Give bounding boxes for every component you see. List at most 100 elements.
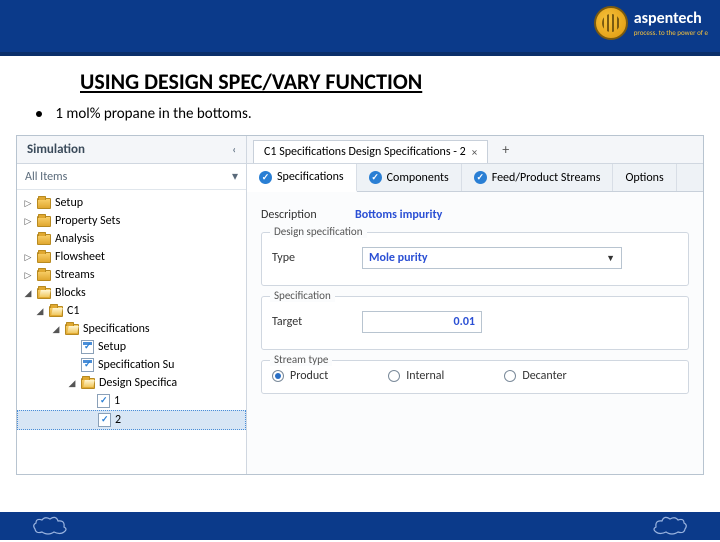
radio-decanter[interactable]: Decanter [504, 369, 566, 383]
tree-label: Setup [98, 340, 126, 354]
form-tabs: ✓ Specifications ✓Components ✓ Feed/Produc… [247, 164, 703, 192]
form-panel: ✓ Specifications ✓Components ✓ Feed/Produc… [247, 164, 703, 474]
aspen-app-window: Simulation ‹ C1 Specifications Design Sp… [16, 135, 704, 475]
radio-internal[interactable]: Internal [388, 369, 444, 383]
tree-label: Property Sets [55, 214, 120, 228]
tree-node-property-sets[interactable]: ▷ Property Sets [17, 212, 246, 230]
document-tab-title: C1 Specifications Design Specifications … [264, 145, 466, 159]
collapse-icon[interactable]: ◢ [67, 378, 77, 389]
sheet-check-icon [81, 358, 94, 372]
sheet-check-icon [98, 413, 111, 427]
tab-specifications[interactable]: ✓ Specifications [247, 164, 357, 192]
add-tab-button[interactable]: + [494, 139, 517, 160]
tab-options[interactable]: Options [613, 164, 676, 191]
form-body: Description Bottoms impurity Design spec… [247, 192, 703, 404]
design-spec-fieldset: Design specification Type Mole purity ▼ [261, 232, 689, 286]
all-items-label: All Items [25, 170, 67, 184]
check-icon: ✓ [369, 171, 382, 184]
decorative-cloud-icon [650, 515, 690, 537]
tree-label: Setup [55, 196, 83, 210]
dropdown-caret-icon: ▾ [232, 169, 238, 184]
description-value[interactable]: Bottoms impurity [355, 208, 442, 222]
tree-node-ds1[interactable]: 1 [17, 392, 246, 410]
decorative-cloud-icon [30, 515, 70, 537]
tree-label: Design Specifica [99, 376, 177, 390]
folder-icon [37, 198, 51, 209]
specification-fieldset: Specification Target 0.01 [261, 296, 689, 350]
document-tab[interactable]: C1 Specifications Design Specifications … [253, 140, 488, 163]
tree-node-streams[interactable]: ▷ Streams [17, 266, 246, 284]
folder-icon [37, 216, 51, 227]
simulation-panel-label: Simulation [27, 142, 85, 157]
collapse-chevron-icon[interactable]: ‹ [232, 143, 236, 156]
tab-feed-product[interactable]: ✓ Feed/Product Streams [462, 164, 614, 191]
tree-node-spec-setup[interactable]: Setup [17, 338, 246, 356]
tree-node-c1[interactable]: ◢ C1 [17, 302, 246, 320]
sheet-check-icon [97, 394, 110, 408]
tree-label: Flowsheet [55, 250, 105, 264]
tree-node-design-spec[interactable]: ◢ Design Specifica [17, 374, 246, 392]
folder-open-icon [37, 288, 51, 299]
target-input[interactable]: 0.01 [362, 311, 482, 333]
stream-type-fieldset: Stream type Product Internal Decanter [261, 360, 689, 394]
tree-label: 1 [114, 394, 120, 408]
tree-node-flowsheet[interactable]: ▷ Flowsheet [17, 248, 246, 266]
collapse-icon[interactable]: ◢ [35, 306, 45, 317]
slide-title: USING DESIGN SPEC/VARY FUNCTION [0, 56, 720, 99]
brand-tagline: process. to the power of e [634, 28, 708, 37]
nav-tree: ▷ Setup ▷ Property Sets Analysis ▷ Flowshee… [17, 190, 246, 434]
tree-label: 2 [115, 413, 121, 427]
collapse-icon[interactable]: ◢ [23, 288, 33, 299]
tree-node-specifications[interactable]: ◢ Specifications [17, 320, 246, 338]
folder-icon [37, 234, 51, 245]
tree-label: C1 [67, 304, 79, 318]
tree-label: Streams [55, 268, 95, 282]
design-spec-legend: Design specification [270, 225, 367, 238]
app-main: All Items ▾ ▷ Setup ▷ Property Sets Analys… [17, 164, 703, 474]
description-row: Description Bottoms impurity [261, 208, 689, 222]
check-icon: ✓ [259, 171, 272, 184]
type-value: Mole purity [369, 251, 428, 265]
bullet-text: 1 mol% propane in the bottoms. [55, 105, 251, 123]
aspentech-logo-icon [594, 6, 628, 40]
folder-open-icon [81, 378, 95, 389]
tree-label: Specifications [83, 322, 150, 336]
tree-node-blocks[interactable]: ◢Blocks [17, 284, 246, 302]
tab-label: Options [625, 171, 663, 185]
tab-label: Feed/Product Streams [492, 171, 601, 185]
brand-name: aspentech [634, 9, 702, 28]
close-tab-icon[interactable]: × [472, 146, 477, 159]
folder-open-icon [65, 324, 79, 335]
tab-label: Specifications [277, 170, 344, 184]
collapse-icon[interactable]: ◢ [51, 324, 61, 335]
check-icon: ✓ [474, 171, 487, 184]
type-label: Type [272, 251, 362, 265]
expand-icon[interactable]: ▷ [23, 198, 33, 209]
expand-icon[interactable]: ▷ [23, 216, 33, 227]
type-select[interactable]: Mole purity ▼ [362, 247, 622, 269]
tree-label: Analysis [55, 232, 94, 246]
radio-label: Internal [406, 369, 444, 383]
stream-type-legend: Stream type [270, 353, 332, 366]
bullet-dot-icon [36, 111, 42, 117]
sheet-check-icon [81, 340, 94, 354]
simulation-panel-header[interactable]: Simulation ‹ [17, 136, 247, 163]
tree-node-analysis[interactable]: Analysis [17, 230, 246, 248]
tree-node-spec-summary[interactable]: Specification Su [17, 356, 246, 374]
app-top-bar: Simulation ‹ C1 Specifications Design Sp… [17, 136, 703, 164]
expand-icon[interactable]: ▷ [23, 252, 33, 263]
radio-selected-icon [272, 370, 284, 382]
slide-footer-banner [0, 512, 720, 540]
tree-node-setup[interactable]: ▷ Setup [17, 194, 246, 212]
radio-product[interactable]: Product [272, 369, 328, 383]
radio-label: Decanter [522, 369, 566, 383]
expand-icon[interactable]: ▷ [23, 270, 33, 281]
radio-icon [388, 370, 400, 382]
tree-node-ds2[interactable]: 2 [17, 410, 246, 430]
select-caret-icon: ▼ [606, 253, 615, 264]
description-label: Description [261, 208, 351, 222]
target-label: Target [272, 315, 362, 329]
all-items-dropdown[interactable]: All Items ▾ [17, 164, 246, 190]
tab-components[interactable]: ✓Components [357, 164, 462, 191]
specification-legend: Specification [270, 289, 335, 302]
